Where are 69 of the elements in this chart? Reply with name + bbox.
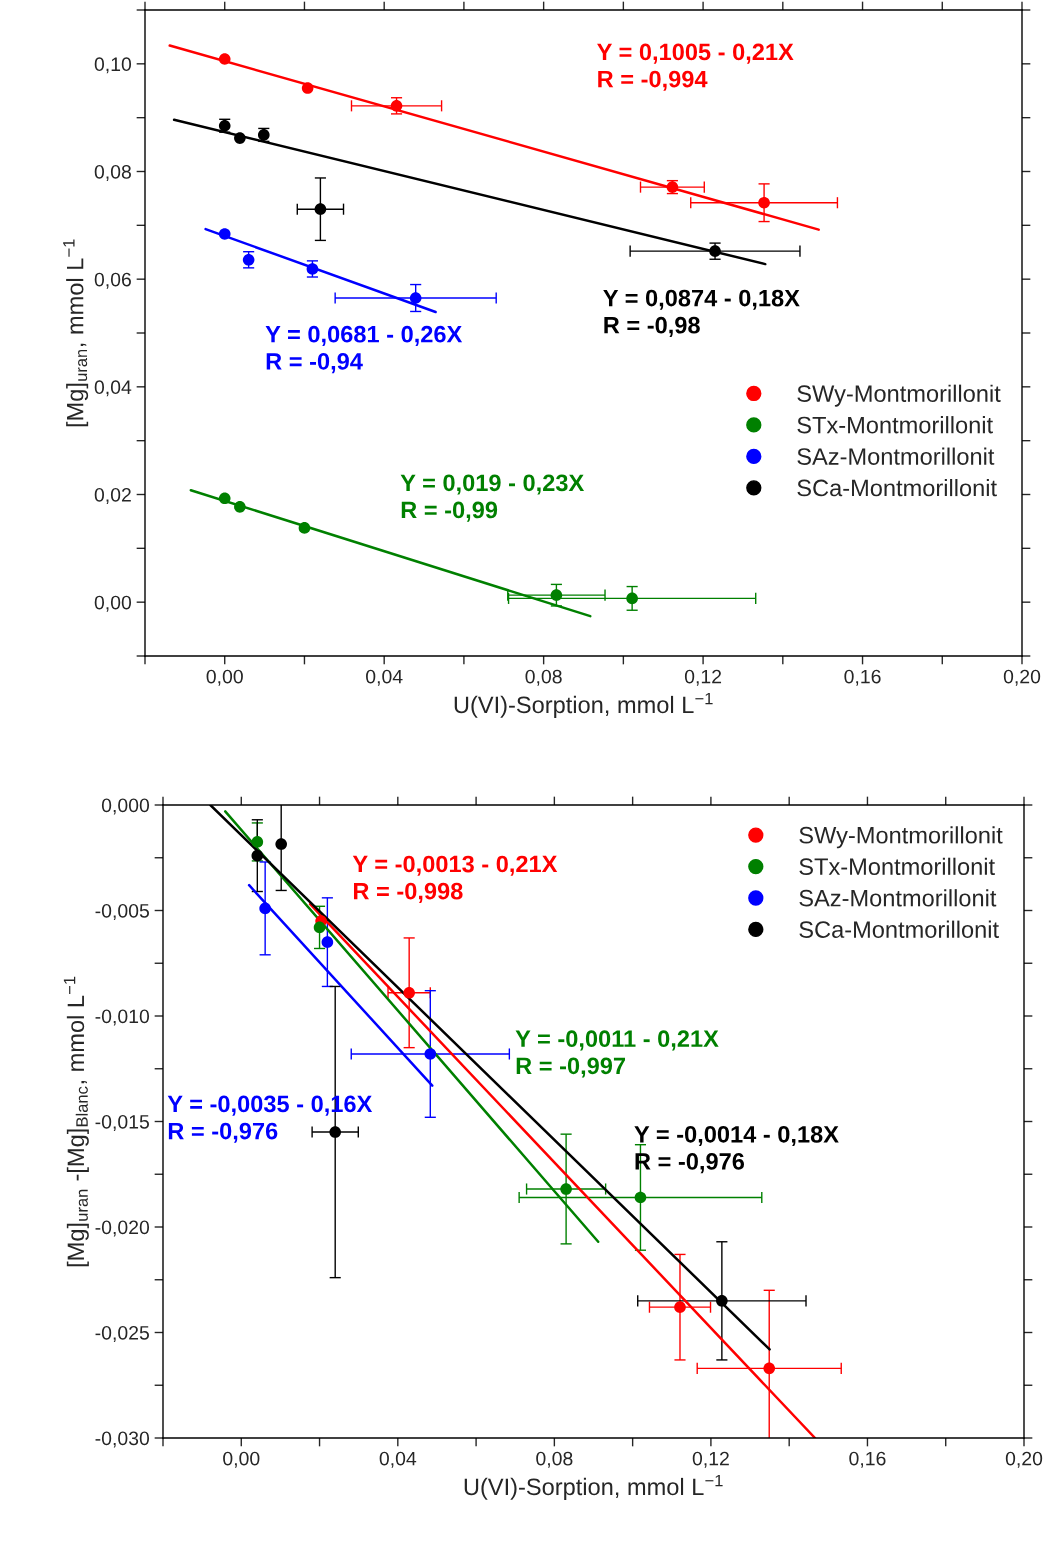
x-tick-label: 0,20 (1003, 669, 1041, 686)
y-axis-title: [Mg]$_{uran}$, mmol L$^{−1}$ (63, 239, 89, 427)
point (218, 492, 231, 505)
annotation: Y = -0,0011 - 0,21X R = -0,997 (515, 1030, 719, 1078)
x-tick-label: 0,12 (692, 1451, 729, 1468)
point (298, 522, 311, 534)
y-tick-label: -0,010 (95, 1009, 150, 1026)
point (758, 196, 770, 209)
point (234, 501, 246, 513)
y-tick-label: 0,000 (101, 798, 150, 815)
point (321, 936, 334, 948)
point (716, 1295, 728, 1307)
x-tick-label: 0,00 (206, 669, 243, 686)
legend-label: SWy-Montmorillonit (799, 826, 1003, 849)
point (314, 203, 327, 215)
x-tick-label: 0,04 (366, 669, 403, 686)
legend-label: STx-Montmorillonit (797, 416, 993, 434)
x-tick-label: 0,08 (525, 669, 562, 686)
point (674, 1301, 686, 1313)
x-tick-label: 0,12 (684, 669, 722, 686)
x-tick-label: 0,04 (379, 1451, 417, 1468)
y-tick-label: -0,020 (95, 1220, 150, 1237)
point (275, 838, 287, 850)
annotation: Y = 0,019 - 0,23X R = -0,99 (400, 474, 585, 522)
y-tick-label: 0,10 (94, 57, 132, 74)
point (560, 1183, 572, 1195)
y-tick-label: 0,08 (94, 164, 131, 182)
y-axis-title: [Mg]$_{uran}$ -[Mg]$_{Blanc}$, mmol L$^{−1}$ (63, 976, 89, 1267)
point (329, 1126, 342, 1138)
point (251, 836, 264, 848)
x-tick-label: 0,08 (536, 1451, 573, 1468)
y-tick-label: -0,030 (95, 1431, 150, 1448)
legend-label: SAz-Montmorillonit (799, 889, 997, 907)
point (403, 986, 415, 999)
y-tick-label: 0,02 (94, 487, 131, 505)
legend-label: SAz-Montmorillonit (797, 447, 995, 465)
annotation: Y = 0,1005 - 0,21X R = -0,994 (597, 43, 794, 91)
legend-label: STx-Montmorillonit (799, 857, 995, 876)
point (218, 53, 231, 65)
point (218, 228, 231, 240)
point (234, 132, 246, 144)
x-axis-title: U(VI)-Sorption, mmol L$^{−1}$ (454, 692, 713, 718)
point (634, 1191, 647, 1204)
point (424, 1048, 437, 1060)
point (251, 849, 264, 862)
y-tick-label: -0,025 (95, 1325, 149, 1343)
point (550, 589, 563, 601)
x-tick-label: 0,16 (849, 1451, 886, 1468)
annotation: Y = 0,0874 - 0,18X R = -0,98 (603, 289, 800, 337)
point (259, 902, 271, 915)
point (626, 592, 638, 605)
point (313, 921, 326, 934)
annotation: Y = -0,0013 - 0,21X R = -0,998 (352, 855, 558, 903)
y-tick-label: 0,04 (94, 380, 132, 397)
x-tick-label: 0,16 (844, 669, 881, 686)
point (301, 82, 314, 94)
point (409, 292, 422, 304)
legend-label: SWy-Montmorillonit (797, 384, 1001, 407)
legend-label: SCa-Montmorillonit (799, 920, 999, 938)
annotation: Y = 0,0681 - 0,26X R = -0,94 (265, 325, 463, 374)
y-tick-label: 0,06 (94, 272, 131, 289)
point (763, 1362, 776, 1375)
y-tick-label: -0,005 (95, 903, 149, 921)
x-tick-label: 0,20 (1005, 1451, 1043, 1468)
y-tick-label: 0,00 (94, 595, 132, 612)
legend-label: SCa-Montmorillonit (797, 479, 997, 497)
x-tick-label: 0,00 (223, 1451, 260, 1468)
y-tick-label: -0,015 (95, 1114, 149, 1132)
x-axis-title: U(VI)-Sorption, mmol L$^{−1}$ (464, 1474, 723, 1500)
